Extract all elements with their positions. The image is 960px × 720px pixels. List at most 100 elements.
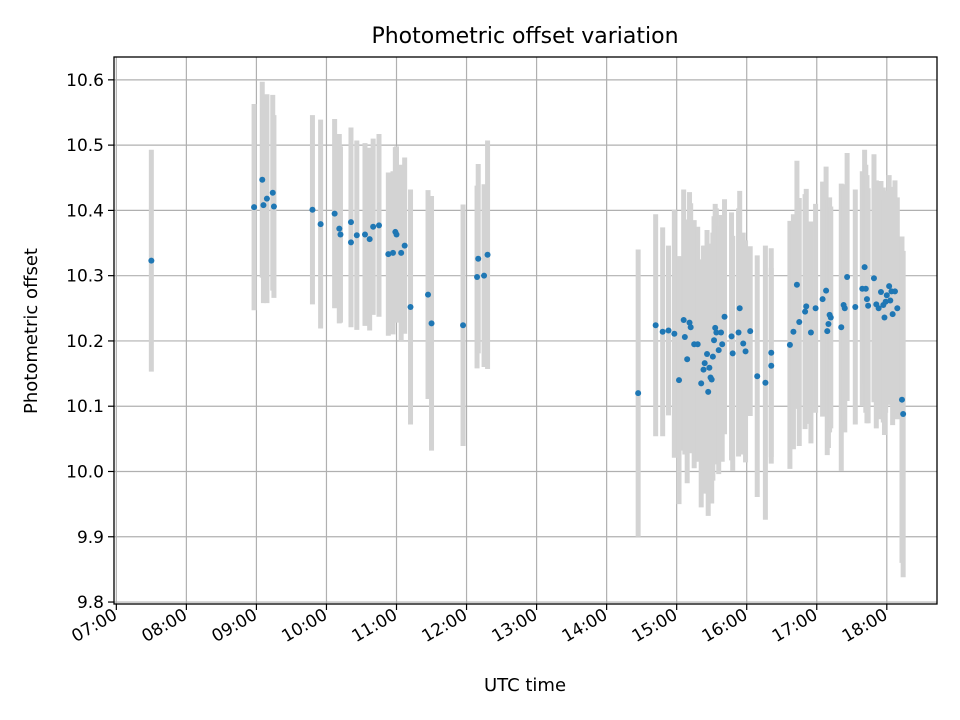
data-point xyxy=(713,329,720,336)
data-point xyxy=(701,360,708,367)
data-point xyxy=(865,302,872,309)
data-point xyxy=(347,239,354,246)
data-point xyxy=(385,251,392,258)
data-point xyxy=(802,308,809,315)
data-point xyxy=(671,330,678,337)
data-point xyxy=(807,329,814,336)
data-point xyxy=(659,328,666,335)
data-point xyxy=(317,221,324,228)
data-point xyxy=(425,291,432,298)
data-point xyxy=(728,333,735,340)
data-point xyxy=(370,223,377,230)
y-tick-label: 10.6 xyxy=(66,71,104,91)
data-point xyxy=(823,287,830,294)
data-points xyxy=(148,176,907,418)
data-point xyxy=(762,379,769,386)
y-tick-label: 10.5 xyxy=(66,136,104,156)
data-point xyxy=(481,272,488,279)
data-point xyxy=(353,232,360,239)
data-point xyxy=(337,231,344,238)
data-point xyxy=(407,304,414,311)
data-point xyxy=(635,390,642,397)
data-point xyxy=(148,257,155,264)
data-point xyxy=(687,324,694,331)
data-point xyxy=(347,219,354,226)
data-point xyxy=(841,305,848,312)
data-point xyxy=(715,347,722,354)
data-point xyxy=(398,249,405,256)
data-point xyxy=(889,311,896,318)
data-point xyxy=(793,281,800,288)
data-point xyxy=(719,341,726,348)
data-point xyxy=(309,206,316,213)
data-point xyxy=(700,366,707,373)
data-point xyxy=(803,303,810,310)
data-point xyxy=(812,305,819,312)
data-point xyxy=(375,222,382,229)
data-point xyxy=(652,322,659,329)
data-point xyxy=(698,380,705,387)
data-point xyxy=(894,305,901,312)
data-point xyxy=(711,337,718,344)
data-point xyxy=(877,288,884,295)
data-point xyxy=(712,324,719,331)
data-point xyxy=(361,231,368,238)
data-point xyxy=(735,329,742,336)
x-axis-label: UTC time xyxy=(484,675,566,696)
data-point xyxy=(881,314,888,321)
data-point xyxy=(390,249,397,256)
data-point xyxy=(401,242,408,249)
data-point xyxy=(819,296,826,303)
data-point xyxy=(251,204,258,211)
data-point xyxy=(665,327,672,334)
data-point xyxy=(883,292,890,299)
data-point xyxy=(768,362,775,369)
data-point xyxy=(898,396,905,403)
data-point xyxy=(704,350,711,357)
data-point xyxy=(686,319,693,326)
data-point xyxy=(331,210,338,217)
data-point xyxy=(721,313,728,320)
data-point xyxy=(882,298,889,305)
data-point xyxy=(729,350,736,357)
data-point xyxy=(709,353,716,360)
data-point xyxy=(366,236,373,243)
data-point xyxy=(886,283,893,290)
data-point xyxy=(740,340,747,347)
data-point xyxy=(736,305,743,312)
data-point xyxy=(708,376,715,383)
data-point xyxy=(790,328,797,335)
data-point xyxy=(887,297,894,304)
y-tick-label: 9.8 xyxy=(77,593,104,613)
data-point xyxy=(336,225,343,232)
data-point xyxy=(676,377,683,384)
data-point xyxy=(768,349,775,356)
y-axis-label: Photometric offset xyxy=(21,248,42,414)
y-axis-ticks: 9.8 9.9 10.0 10.1 10.2 10.3 10.4 10.5 10.6 xyxy=(66,71,114,613)
data-point xyxy=(705,388,712,395)
data-point xyxy=(484,251,491,258)
data-point xyxy=(875,305,882,312)
data-point xyxy=(838,324,845,331)
data-point xyxy=(474,273,481,280)
data-point xyxy=(852,304,859,311)
y-tick-label: 10.3 xyxy=(66,267,104,287)
data-point xyxy=(747,328,754,335)
data-point xyxy=(460,322,467,329)
plot-frame xyxy=(113,56,938,605)
data-point xyxy=(428,320,435,327)
y-tick-label: 10.1 xyxy=(66,397,104,417)
data-point xyxy=(263,195,270,202)
data-point xyxy=(694,341,701,348)
y-tick-label: 10.0 xyxy=(66,462,104,482)
data-point xyxy=(393,231,400,238)
data-point xyxy=(270,203,277,210)
data-point xyxy=(684,356,691,363)
data-point xyxy=(680,317,687,324)
data-point xyxy=(825,320,832,327)
data-point xyxy=(742,348,749,355)
data-point xyxy=(260,202,267,209)
data-point xyxy=(706,364,713,371)
data-point xyxy=(827,314,834,321)
